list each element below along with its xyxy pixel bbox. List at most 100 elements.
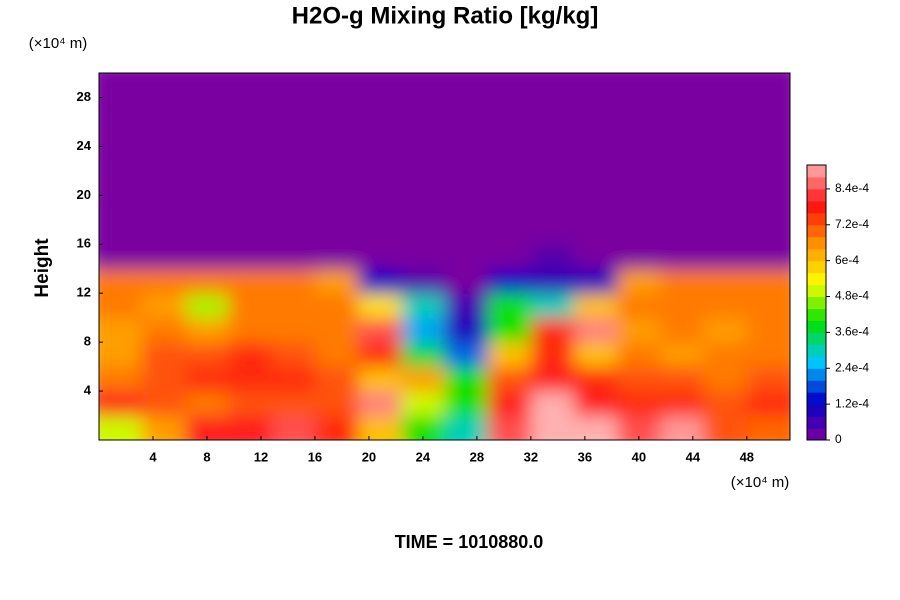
heatmap-cell xyxy=(487,391,532,417)
heatmap-cell xyxy=(142,244,186,270)
heatmap-cell xyxy=(530,244,575,270)
heatmap-cell xyxy=(530,170,575,196)
heatmap-cell xyxy=(314,317,359,343)
heatmap-cell xyxy=(746,415,790,440)
colorbar-swatch xyxy=(807,176,826,190)
colorbar-swatch xyxy=(807,392,826,405)
heatmap-cell xyxy=(314,244,359,270)
y-tick-label: 12 xyxy=(77,285,91,300)
heatmap-cell xyxy=(228,415,273,440)
heatmap-cell xyxy=(660,121,705,147)
heatmap-cell xyxy=(185,97,230,123)
heatmap-cell xyxy=(228,170,273,196)
colorbar-swatch xyxy=(807,332,826,345)
heatmap-cell xyxy=(271,415,316,440)
heatmap-cell xyxy=(444,146,489,172)
heatmap-cell xyxy=(314,195,359,221)
heatmap-cell xyxy=(228,366,273,392)
heatmap-cell xyxy=(228,73,273,99)
heatmap-cell xyxy=(228,268,273,294)
heatmap-cell xyxy=(746,366,790,392)
heatmap-cell xyxy=(530,146,575,172)
heatmap-cell xyxy=(746,391,790,417)
heatmap-cell xyxy=(703,391,748,417)
heatmap-cell xyxy=(617,121,662,147)
heatmap-cell xyxy=(487,146,532,172)
heatmap-cell xyxy=(401,317,446,343)
heatmap-cell xyxy=(185,415,230,440)
colorbar-tick-label: 4.8e-4 xyxy=(835,289,869,303)
heatmap-cell xyxy=(617,97,662,123)
heatmap-cell xyxy=(574,146,618,172)
heatmap-cell xyxy=(401,73,446,99)
heatmap-cell xyxy=(99,219,143,245)
heatmap-cell xyxy=(617,219,662,245)
colorbar-swatch xyxy=(807,380,826,393)
y-tick-label: 20 xyxy=(77,187,91,202)
heatmap-cell xyxy=(142,97,186,123)
heatmap-cell xyxy=(142,219,186,245)
heatmap-cell xyxy=(99,170,143,196)
colorbar-tick-label: 3.6e-4 xyxy=(835,325,869,339)
heatmap-cell xyxy=(574,415,618,440)
heatmap-cell xyxy=(487,293,532,319)
heatmap-cell xyxy=(746,73,790,99)
x-tick-label: 4 xyxy=(149,449,157,464)
heatmap-cell xyxy=(703,121,748,147)
heatmap-cell xyxy=(444,244,489,270)
y-tick-label: 24 xyxy=(77,138,92,153)
heatmap-cell xyxy=(530,268,575,294)
heatmap-cell xyxy=(746,342,790,368)
heatmap-cell xyxy=(401,268,446,294)
heatmap-cell xyxy=(358,391,402,417)
x-tick-label: 48 xyxy=(740,449,754,464)
heatmap-cell xyxy=(99,195,143,221)
x-tick-label: 40 xyxy=(632,449,646,464)
time-annotation: TIME = 1010880.0 xyxy=(395,532,544,552)
heatmap-cell xyxy=(401,293,446,319)
heatmap-cell xyxy=(530,293,575,319)
heatmap-cell xyxy=(358,170,402,196)
y-tick-label: 8 xyxy=(84,334,91,349)
heatmap-cell xyxy=(401,170,446,196)
heatmap-cell xyxy=(574,293,618,319)
heatmap-cell xyxy=(314,268,359,294)
heatmap-cell xyxy=(358,195,402,221)
heatmap-cell xyxy=(142,317,186,343)
heatmap-cell xyxy=(444,195,489,221)
colorbar-swatch xyxy=(807,320,826,333)
heatmap-cell xyxy=(271,391,316,417)
heatmap-cell xyxy=(660,391,705,417)
heatmap-cell xyxy=(660,195,705,221)
heatmap-cell xyxy=(185,268,230,294)
heatmap-cell xyxy=(703,195,748,221)
heatmap-cells xyxy=(99,73,790,440)
chart-title: H2O-g Mixing Ratio [kg/kg] xyxy=(292,2,599,29)
colorbar-tick-label: 1.2e-4 xyxy=(835,396,869,410)
heatmap-cell xyxy=(487,97,532,123)
heatmap-cell xyxy=(530,415,575,440)
heatmap-cell xyxy=(703,268,748,294)
colorbar-swatch xyxy=(807,308,826,321)
heatmap-cell xyxy=(185,219,230,245)
heatmap-cell xyxy=(314,121,359,147)
heatmap-cell xyxy=(228,293,273,319)
heatmap-cell xyxy=(271,121,316,147)
heatmap-cell xyxy=(487,195,532,221)
heatmap-cell xyxy=(142,268,186,294)
heatmap-cell xyxy=(703,73,748,99)
y-axis-label: Height xyxy=(32,238,53,298)
heatmap-cell xyxy=(530,219,575,245)
heatmap-cell xyxy=(358,317,402,343)
heatmap-cell xyxy=(228,219,273,245)
heatmap-cell xyxy=(746,268,790,294)
heatmap-cell xyxy=(617,73,662,99)
heatmap-cell xyxy=(142,293,186,319)
colorbar-swatch xyxy=(807,200,826,214)
colorbar-swatch xyxy=(807,404,826,417)
heatmap-cell xyxy=(99,293,143,319)
heatmap-cell xyxy=(444,73,489,99)
heatmap-cell xyxy=(185,121,230,147)
heatmap-cell xyxy=(746,219,790,245)
heatmap-cell xyxy=(401,195,446,221)
